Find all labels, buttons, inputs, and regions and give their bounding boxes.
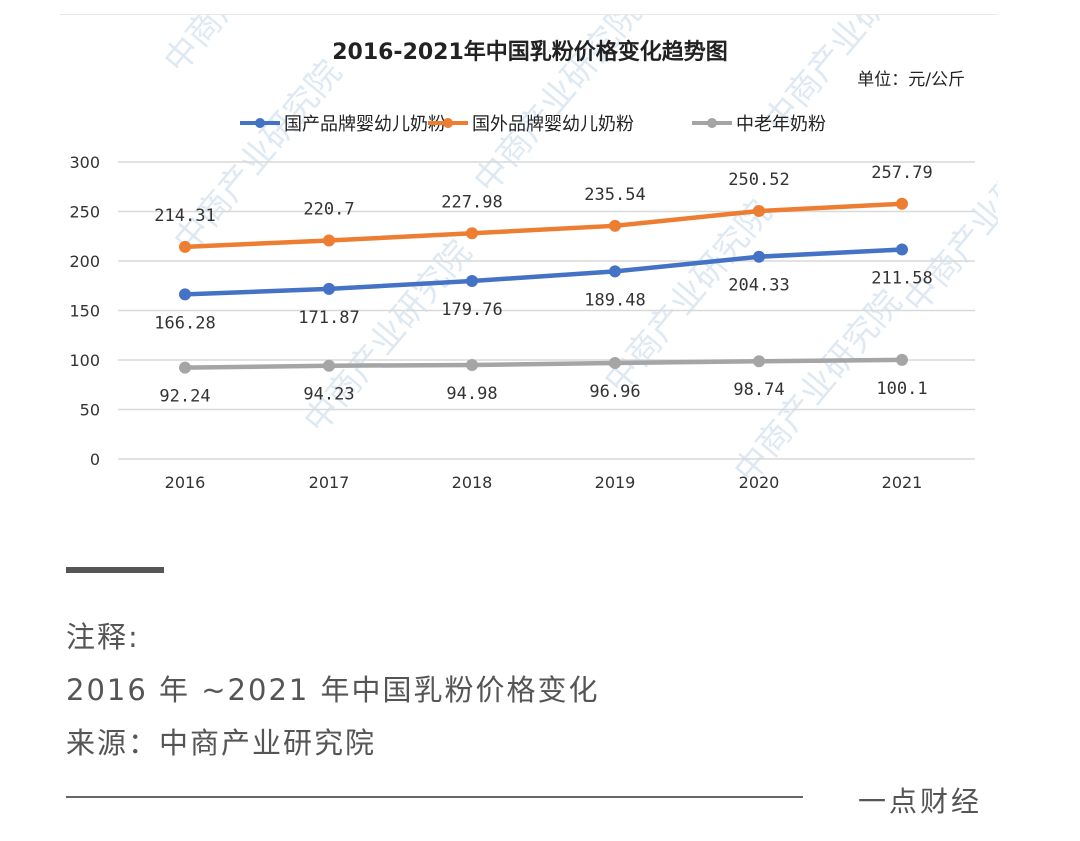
data-label: 100.1 — [876, 379, 927, 399]
data-label: 98.74 — [733, 380, 784, 400]
data-label: 179.76 — [441, 300, 502, 320]
series-line — [184, 247, 903, 297]
y-tick-label: 0 — [90, 450, 100, 469]
data-point — [323, 234, 335, 247]
series-line — [184, 201, 903, 250]
data-label: 166.28 — [154, 313, 215, 333]
footer-brand: 一点财经 — [858, 785, 983, 818]
x-tick-label: 2019 — [595, 473, 636, 492]
grid-lines — [118, 161, 975, 460]
data-point — [753, 204, 765, 217]
unit-label: 单位：元/公斤 — [857, 70, 965, 90]
data-label: 211.58 — [871, 269, 932, 289]
footer-divider — [66, 796, 803, 798]
data-point — [466, 358, 478, 371]
data-point — [179, 361, 191, 374]
data-label: 227.98 — [441, 192, 502, 212]
data-label: 92.24 — [159, 387, 210, 407]
data-point — [179, 240, 191, 253]
data-label: 214.31 — [154, 206, 215, 226]
data-label: 257.79 — [871, 163, 932, 183]
x-tick-label: 2016 — [165, 473, 206, 492]
data-point — [323, 359, 335, 372]
series-layer: 166.28 171.87 179.76 189.48 204.33 211.58 214.… — [154, 163, 932, 407]
data-point — [753, 250, 765, 263]
x-tick-label: 2017 — [309, 473, 350, 492]
data-point — [896, 243, 908, 256]
data-point — [179, 288, 191, 301]
y-tick-label: 150 — [69, 302, 100, 321]
notes-description: 2016 年 ~2021 年中国乳粉价格变化 — [66, 673, 600, 707]
x-tick-label: 2018 — [452, 473, 493, 492]
y-tick-label: 250 — [69, 203, 100, 222]
legend-marker — [443, 118, 453, 128]
data-point — [896, 197, 908, 210]
series-line — [184, 357, 903, 370]
chart-title: 2016-2021年中国乳粉价格变化趋势图 — [332, 39, 728, 65]
data-label: 250.52 — [728, 170, 789, 190]
watermark-text: 中商产业研究院 — [166, 53, 350, 261]
watermark-text: 中商产业研究院 — [896, 113, 998, 321]
legend-marker — [707, 118, 717, 128]
x-tick-label: 2020 — [739, 473, 780, 492]
data-label: 171.87 — [298, 308, 359, 328]
data-label: 96.96 — [589, 382, 640, 402]
legend-label: 国产品牌婴幼儿奶粉 — [284, 114, 446, 135]
data-point — [753, 355, 765, 368]
data-point — [466, 227, 478, 240]
legend-label: 国外品牌婴幼儿奶粉 — [472, 114, 634, 135]
y-axis-labels: 0 50 100 150 200 250 300 — [69, 153, 100, 469]
data-point — [609, 265, 621, 278]
y-tick-label: 50 — [80, 401, 100, 420]
data-label: 94.98 — [446, 384, 497, 404]
data-point — [466, 275, 478, 288]
legend-marker — [255, 118, 265, 128]
data-label: 94.23 — [303, 385, 354, 405]
y-tick-label: 100 — [69, 351, 100, 370]
chart-legend: 国产品牌婴幼儿奶粉 国外品牌婴幼儿奶粉 中老年奶粉 — [240, 114, 826, 135]
data-label: 235.54 — [584, 185, 645, 205]
data-label: 220.7 — [303, 200, 354, 220]
data-point — [609, 357, 621, 370]
section-divider — [66, 567, 164, 573]
data-point — [609, 219, 621, 232]
notes-source: 来源：中商产业研究院 — [66, 726, 377, 760]
data-point — [896, 353, 908, 366]
x-axis-labels: 2016 2017 2018 2019 2020 2021 — [165, 473, 923, 492]
y-tick-label: 300 — [69, 153, 100, 172]
legend-label: 中老年奶粉 — [736, 114, 826, 135]
data-label: 189.48 — [584, 290, 645, 310]
y-tick-label: 200 — [69, 252, 100, 271]
data-label: 204.33 — [728, 276, 789, 296]
x-tick-label: 2021 — [882, 473, 923, 492]
chart-container: 中商产业研究院 中商产业研究院 中商产业研究院 中商产业研究院 中商产业研究院 中商产业研… — [60, 14, 998, 505]
data-point — [323, 282, 335, 295]
notes-heading: 注释: — [66, 620, 140, 654]
